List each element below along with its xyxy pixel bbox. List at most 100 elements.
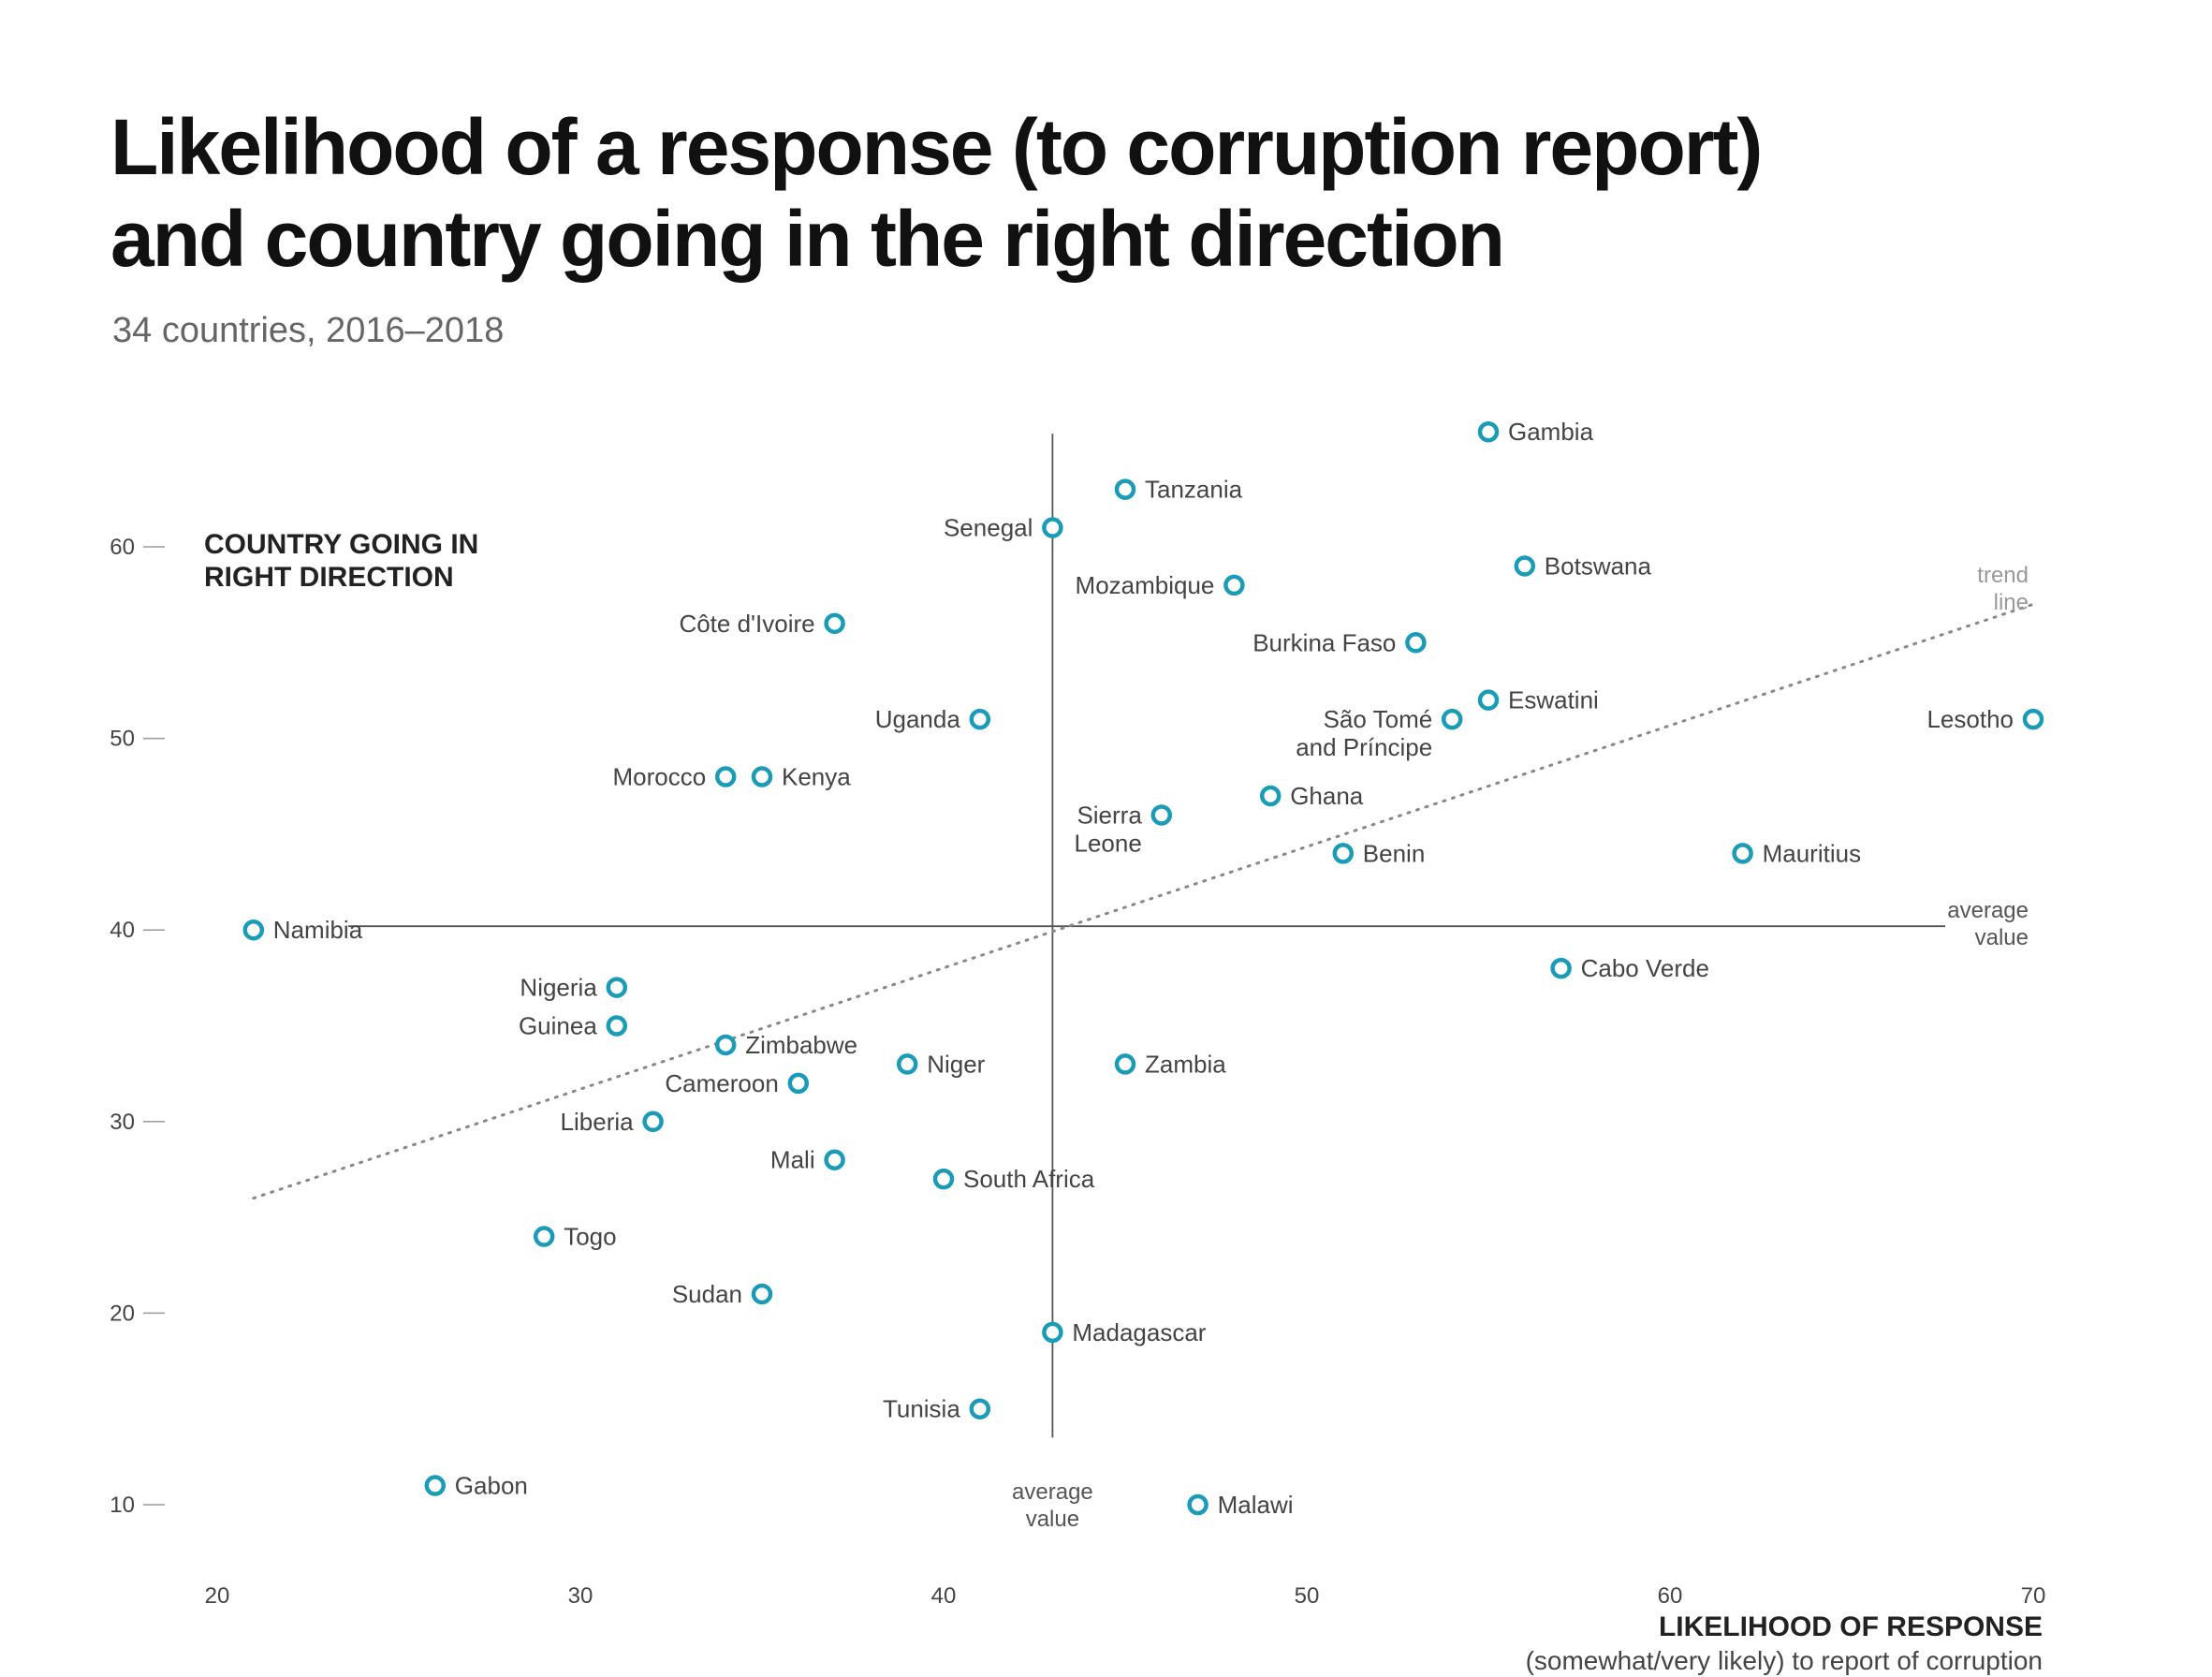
average-y-label-line1: average: [1947, 898, 2029, 923]
point-south-africa: [932, 1168, 955, 1190]
point-lesotho: [2022, 708, 2044, 730]
point-sudan: [751, 1283, 773, 1305]
y-tick-label: 60: [110, 535, 135, 560]
point-label-eswatini: Eswatini: [1508, 686, 1599, 714]
point-label-burkina-faso: Burkina Faso: [1252, 628, 1396, 656]
point-label-sierra-line2: Leone: [1074, 829, 1141, 857]
point-mauritius: [1732, 843, 1753, 864]
point-label-zambia: Zambia: [1145, 1050, 1226, 1078]
trend-line-label-line2: line: [1994, 590, 2029, 615]
point-label-kenya: Kenya: [782, 763, 851, 791]
axis-ticks: 10 20 30 40 50 60 20 30 40 50 60 70: [110, 535, 2045, 1609]
y-axis-title-line2: RIGHT DIRECTION: [204, 562, 454, 593]
point-label-mauritius: Mauritius: [1763, 839, 1861, 867]
point-cote-d-ivoire: [824, 612, 845, 635]
y-tick-label: 40: [110, 918, 135, 943]
point-gambia: [1477, 420, 1500, 443]
x-tick-label: 60: [1658, 1583, 1683, 1609]
point-label-guinea: Guinea: [519, 1012, 597, 1040]
point-label-lesotho: Lesotho: [1926, 705, 2014, 733]
point-nigeria: [606, 977, 628, 998]
data-points: Gambia Tanzania Senegal Botswana Mozambique C…: [242, 418, 2044, 1519]
point-sao-tome: [1441, 708, 1463, 730]
point-label-ghana: Ghana: [1290, 782, 1364, 810]
point-senegal: [1042, 517, 1063, 538]
y-tick-label: 10: [110, 1493, 135, 1518]
trend-line: [252, 602, 2035, 1200]
point-label-madagascar: Madagascar: [1072, 1318, 1206, 1346]
point-label-south-africa: South Africa: [963, 1165, 1095, 1193]
average-x-label-line2: value: [1026, 1507, 1079, 1532]
point-label-uganda: Uganda: [875, 705, 961, 733]
point-label-cote-d-ivoire: Côte d'Ivoire: [679, 610, 814, 638]
point-label-malawi: Malawi: [1218, 1491, 1294, 1519]
point-label-sao-tome: São Tomé: [1324, 705, 1433, 733]
point-label-benin: Benin: [1363, 839, 1426, 867]
point-label-niger: Niger: [927, 1050, 985, 1078]
y-axis-title-line1: COUNTRY GOING IN: [204, 529, 478, 560]
point-label-sudan: Sudan: [672, 1280, 742, 1308]
point-label-morocco: Morocco: [612, 763, 706, 791]
point-label-liberia: Liberia: [561, 1108, 635, 1136]
y-tick-label: 30: [110, 1110, 135, 1135]
point-namibia: [242, 919, 265, 941]
point-label-cameroon: Cameroon: [665, 1069, 778, 1097]
y-tick-label: 50: [110, 727, 135, 752]
point-mali: [824, 1149, 845, 1170]
point-label-sierra: Sierra: [1077, 801, 1142, 829]
point-niger: [896, 1053, 918, 1075]
point-tanzania: [1114, 478, 1136, 500]
x-tick-label: 70: [2021, 1583, 2046, 1609]
x-tick-label: 30: [568, 1583, 593, 1609]
point-zimbabwe: [714, 1034, 737, 1056]
point-liberia: [642, 1111, 664, 1133]
point-sierra: [1150, 804, 1173, 826]
x-tick-label: 50: [1295, 1583, 1320, 1609]
point-label-mozambique: Mozambique: [1076, 571, 1215, 599]
point-cameroon: [787, 1072, 810, 1095]
chart-title: Likelihood of a response (to corruption …: [110, 101, 1889, 285]
point-label-gabon: Gabon: [455, 1472, 528, 1500]
point-madagascar: [1042, 1321, 1063, 1344]
x-axis-title: LIKELIHOOD OF RESPONSE: [1659, 1611, 2043, 1642]
point-gabon: [424, 1475, 447, 1496]
point-label-gambia: Gambia: [1508, 418, 1594, 446]
point-mozambique: [1223, 574, 1245, 596]
point-uganda: [969, 708, 991, 730]
point-label-mali: Mali: [770, 1146, 815, 1174]
point-label-cabo-verde: Cabo Verde: [1581, 954, 1709, 982]
point-label-zimbabwe: Zimbabwe: [745, 1031, 857, 1059]
point-label-tanzania: Tanzania: [1145, 476, 1243, 504]
point-label-namibia: Namibia: [273, 916, 363, 944]
y-tick-label: 20: [110, 1301, 135, 1326]
point-botswana: [1514, 555, 1536, 577]
point-burkina-faso: [1405, 632, 1427, 654]
trend-line-label-line1: trend: [1977, 563, 2029, 588]
point-label-botswana: Botswana: [1545, 552, 1652, 580]
point-malawi: [1187, 1493, 1209, 1516]
point-label-nigeria: Nigeria: [520, 974, 597, 1002]
point-label-senegal: Senegal: [944, 514, 1033, 542]
point-eswatini: [1477, 689, 1500, 711]
point-benin: [1332, 843, 1355, 864]
x-tick-label: 20: [205, 1583, 230, 1609]
chart-title-line2: and country going in the right direction: [110, 195, 1505, 283]
point-togo: [533, 1226, 555, 1247]
point-label-togo: Togo: [564, 1223, 616, 1251]
chart-title-line1: Likelihood of a response (to corruption …: [110, 103, 1763, 191]
point-kenya: [751, 766, 773, 787]
average-y-label-line2: value: [1975, 925, 2029, 950]
point-cabo-verde: [1550, 957, 1572, 979]
x-tick-label: 40: [931, 1583, 957, 1609]
x-axis-subtitle: (somewhat/very likely) to report of corr…: [1526, 1646, 2043, 1675]
point-guinea: [606, 1015, 628, 1037]
point-tunisia: [969, 1398, 991, 1420]
point-label-tunisia: Tunisia: [883, 1395, 960, 1423]
chart-subtitle: 34 countries, 2016–2018: [112, 311, 505, 350]
average-x-label-line1: average: [1012, 1479, 1093, 1505]
point-morocco: [714, 766, 737, 787]
point-zambia: [1114, 1053, 1136, 1075]
